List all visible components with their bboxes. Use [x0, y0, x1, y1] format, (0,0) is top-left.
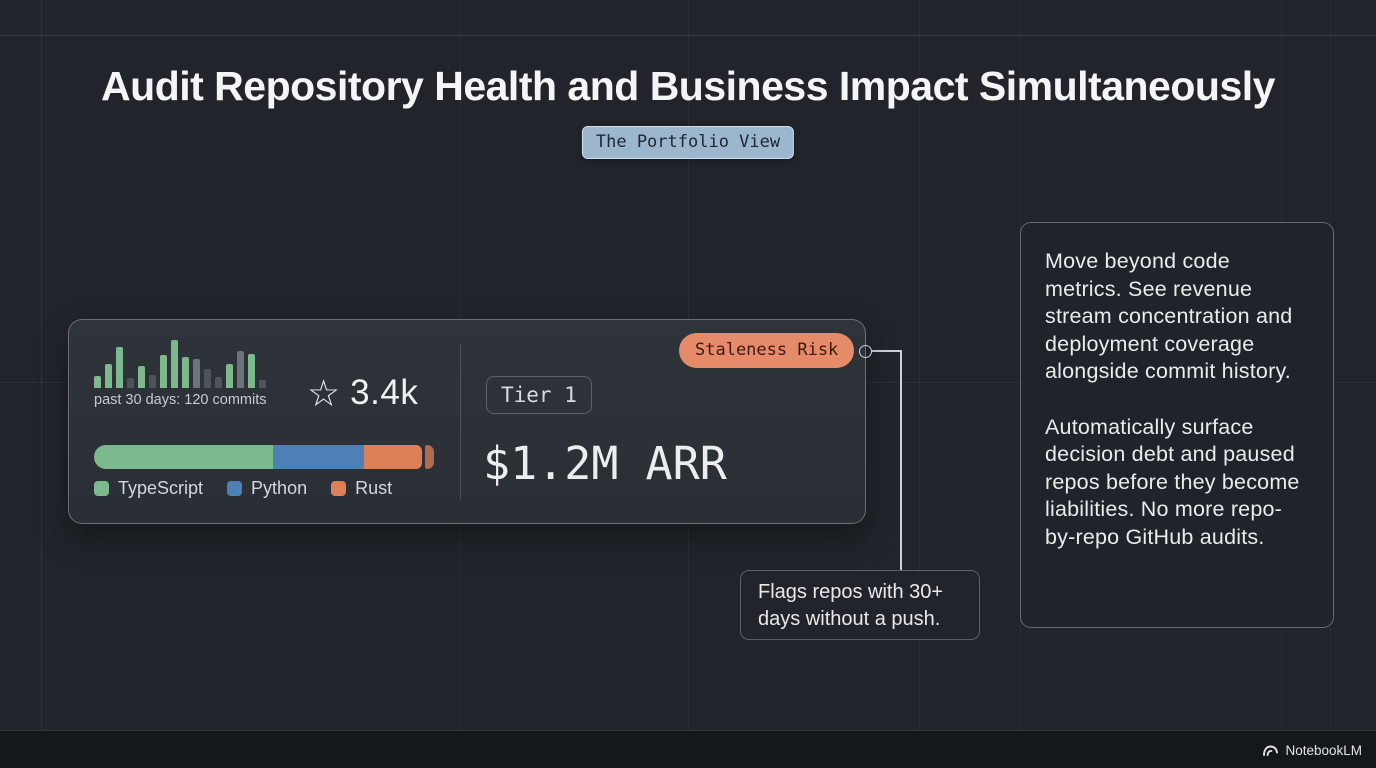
language-segment-typescript	[94, 445, 273, 469]
commit-bar	[105, 364, 112, 388]
legend-swatch	[331, 481, 347, 496]
notebooklm-brand: NotebookLM	[1262, 731, 1362, 768]
language-segment-rust	[364, 445, 423, 469]
grid-line	[0, 35, 1376, 36]
arr-value: $1.2M ARR	[483, 437, 727, 490]
portfolio-view-badge: The Portfolio View	[581, 126, 795, 159]
commit-bar	[127, 378, 134, 388]
footer-bar: NotebookLM	[0, 730, 1376, 768]
connector-dot	[859, 345, 872, 358]
notebooklm-logo-icon	[1263, 745, 1279, 756]
repo-health-card: past 30 days: 120 commits ☆ 3.4k TypeScr…	[68, 319, 866, 524]
legend-item-python: Python	[227, 478, 307, 499]
language-segment-other	[425, 445, 434, 469]
language-legend: TypeScript Python Rust	[94, 478, 392, 499]
description-panel: Move beyond code metrics. See revenue st…	[1020, 222, 1334, 628]
legend-label: TypeScript	[118, 478, 204, 498]
tier-badge: Tier 1	[486, 376, 592, 414]
connector-line-horizontal	[871, 350, 901, 352]
panel-paragraph: Move beyond code metrics. See revenue st…	[1045, 249, 1293, 383]
commit-bar	[193, 359, 200, 388]
grid-line	[919, 0, 920, 730]
commit-bar	[94, 376, 101, 388]
card-divider	[460, 344, 461, 500]
legend-item-rust: Rust	[331, 478, 392, 499]
legend-label: Rust	[355, 478, 393, 498]
language-segment-python	[272, 445, 365, 469]
legend-label: Python	[251, 478, 308, 498]
page-title: Audit Repository Health and Business Imp…	[101, 63, 1275, 109]
grid-line	[41, 0, 42, 730]
stars-metric: ☆ 3.4k	[307, 369, 418, 417]
star-icon: ☆	[307, 372, 341, 414]
commit-caption: past 30 days: 120 commits	[94, 392, 267, 408]
commit-bar	[204, 369, 211, 388]
panel-paragraph: Automatically surface decision debt and …	[1045, 414, 1300, 549]
commit-bar	[226, 364, 233, 388]
connector-line-vertical	[900, 350, 902, 571]
commit-bar	[160, 355, 167, 388]
language-bar	[94, 445, 434, 469]
commit-bar	[116, 347, 123, 388]
commit-bar	[259, 380, 266, 388]
legend-swatch	[94, 481, 109, 496]
brand-label: NotebookLM	[1285, 742, 1362, 758]
staleness-risk-badge: Staleness Risk	[679, 333, 855, 368]
commit-bar	[237, 351, 244, 388]
staleness-callout: Flags repos with 30+ days without a push…	[740, 570, 980, 640]
legend-swatch	[227, 481, 243, 496]
commit-bar-chart	[94, 340, 274, 388]
commit-bar	[182, 357, 189, 388]
legend-item-typescript: TypeScript	[94, 478, 203, 499]
star-count: 3.4k	[350, 373, 419, 412]
commit-bar	[215, 377, 222, 388]
commit-bar	[138, 366, 145, 388]
callout-text: Flags repos with 30+ days without a push…	[758, 581, 944, 630]
commit-bar	[248, 354, 255, 388]
commit-bar	[171, 340, 178, 388]
commit-bar	[149, 375, 156, 388]
